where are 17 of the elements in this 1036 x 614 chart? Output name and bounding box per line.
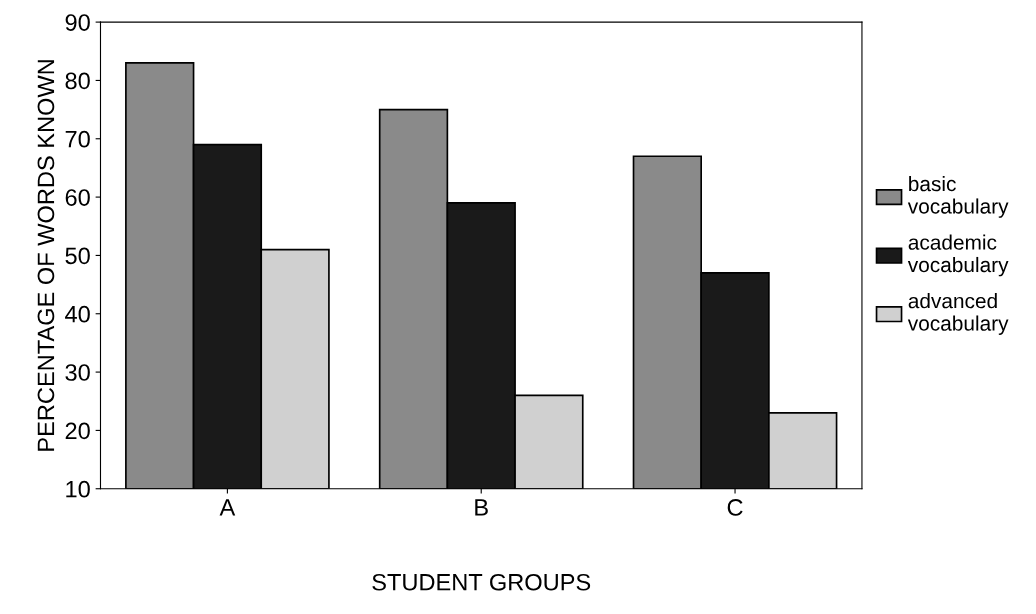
y-axis-title: PERCENTAGE OF WORDS KNOWN bbox=[37, 60, 55, 451]
y-tick-label: 40 bbox=[65, 305, 90, 323]
legend-label: academic vocabulary bbox=[907, 234, 1009, 277]
x-tick-label: C bbox=[727, 499, 743, 516]
y-tick-label: 70 bbox=[65, 130, 90, 148]
y-tick-label: 60 bbox=[65, 189, 90, 206]
x-axis-title: STUDENT GROUPS bbox=[372, 573, 591, 591]
legend-label: advanced vocabulary bbox=[907, 293, 1009, 335]
y-tick-label: 30 bbox=[65, 364, 90, 381]
y-tick-label: 50 bbox=[65, 247, 90, 265]
x-tick-label: A bbox=[219, 499, 236, 516]
y-tick-label: 20 bbox=[65, 422, 90, 440]
legend-label: basic vocabulary bbox=[907, 175, 1009, 218]
y-tick-label: 10 bbox=[66, 480, 90, 498]
y-tick-label: 90 bbox=[65, 14, 90, 31]
y-tick-label: 80 bbox=[65, 72, 90, 90]
x-tick-label: B bbox=[475, 499, 488, 516]
